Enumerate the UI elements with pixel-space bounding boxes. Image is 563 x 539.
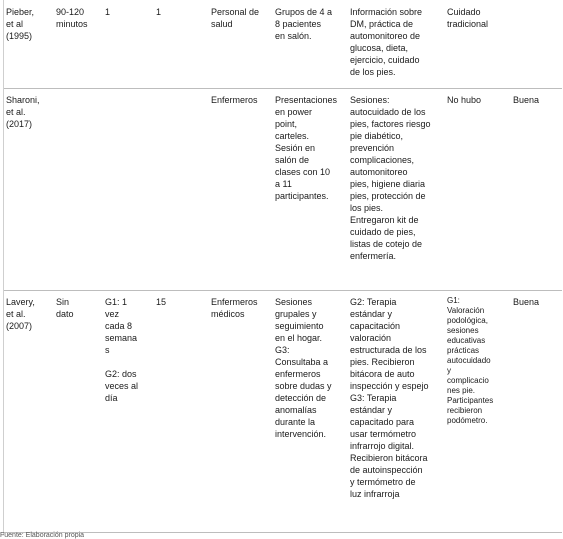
- cell-followup: 15: [156, 297, 167, 307]
- cell-author: Lavery, et al. (2007): [6, 297, 35, 331]
- cell-sessions: [103, 88, 153, 94]
- cell-format: Sesiones grupales y seguimiento en el ho…: [275, 297, 332, 439]
- cell-format: Grupos de 4 a 8 pacientes en salón.: [275, 7, 333, 41]
- cell-personnel: Personal de salud: [211, 7, 260, 29]
- cell-control: G1: Valoración podológica, sesiones educ…: [447, 296, 494, 425]
- cell-quality: Buena: [513, 297, 540, 307]
- cell-format: Presentaciones en power point, carteles.…: [275, 95, 338, 201]
- table-row: Lavery, et al. (2007) Sin dato G1: 1 vez…: [4, 290, 562, 533]
- cell-sessions: 1: [105, 7, 111, 17]
- cell-quality: Buena: [513, 95, 540, 105]
- cell-content: Sesiones: autocuidado de los pies, facto…: [350, 95, 431, 261]
- table-row: Pieber, et al (1995) 90-120 minutos 1 1 …: [4, 0, 562, 89]
- cell-personnel: Enfermeros: [211, 95, 258, 105]
- cell-personnel: Enfermeros médicos: [211, 297, 258, 319]
- cell-followup: [154, 88, 208, 94]
- cell-author: Sharoni, et al. (2017): [6, 95, 40, 129]
- cell-sessions: G1: 1 vez cada 8 semana s G2: dos veces …: [105, 297, 139, 403]
- cell-quality: [511, 0, 561, 6]
- table-row: Sharoni, et al. (2017) Enfermeros Presen…: [4, 88, 562, 291]
- cell-duration: [54, 88, 102, 94]
- studies-table: Pieber, et al (1995) 90-120 minutos 1 1 …: [3, 0, 562, 535]
- cell-duration: Sin dato: [56, 297, 74, 319]
- cell-control: Cuidado tradicional: [447, 7, 489, 29]
- cell-duration: 90-120 minutos: [56, 7, 88, 29]
- cell-content: Información sobre DM, práctica de automo…: [350, 7, 423, 77]
- cell-control: No hubo: [447, 95, 482, 105]
- cell-author: Pieber, et al (1995): [6, 7, 35, 41]
- cell-followup: 1: [156, 7, 162, 17]
- table-source-note: Fuente: Elaboración propia: [0, 532, 85, 539]
- cell-content: G2: Terapia estándar y capacitación valo…: [350, 297, 429, 499]
